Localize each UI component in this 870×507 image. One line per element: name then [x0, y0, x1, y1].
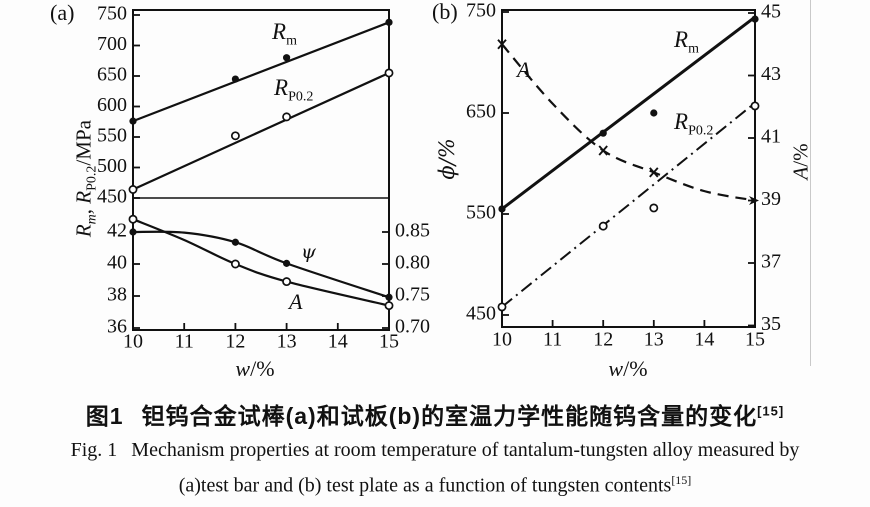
tick-label: 0.70: [395, 316, 430, 338]
tick-label: 650: [97, 64, 127, 86]
open-circle-marker: [750, 101, 760, 111]
chart-canvas: 750 700 650 600 550 500 450 42 40 38 36 0.85 0.80 0.7…: [97, 0, 781, 353]
open-circle-marker: [282, 112, 292, 122]
caption-en-reference: [15]: [671, 473, 692, 487]
tick-label: 15: [745, 329, 765, 351]
tick-label: 0.85: [395, 220, 430, 242]
curve-label-rp02-a: RP0.2: [274, 75, 314, 105]
tick-label: 600: [97, 94, 127, 116]
tick-label: 12: [593, 329, 613, 351]
panel-a-chart: 750 700 650 600 550 500 450 42 40 38 36 0.85 0.80 0.7…: [97, 3, 430, 353]
panel-b-x-axis-label: w/%: [608, 356, 648, 381]
filled-circle-marker: [650, 109, 658, 117]
rp02-symbol: R: [71, 190, 96, 204]
tick-label: 13: [277, 331, 297, 353]
open-circle-marker: [497, 302, 507, 312]
panel-a-x-axis-label: w/%: [235, 356, 275, 381]
filled-circle-marker: [385, 293, 393, 301]
panel-b-chart: 750 650 550 450 45 43 41 39 37 35 10 11 12 13 14 15: [466, 0, 781, 351]
tick-label: 39: [761, 188, 781, 210]
tick-label: 12: [225, 331, 245, 353]
filled-circle-marker: [283, 54, 291, 62]
tick-label: 10: [123, 331, 143, 353]
tick-label: 650: [466, 101, 496, 123]
open-circle-marker: [384, 301, 394, 311]
caption-chinese: 图1 钽钨合金试棒(a)和试板(b)的室温力学性能随钨含量的变化[15]: [85, 403, 785, 429]
open-circle-marker: [230, 259, 240, 269]
tick-label: 14: [694, 329, 714, 351]
caption-zh-reference: [15]: [757, 403, 785, 419]
open-circle-marker: [649, 203, 659, 213]
curve-label-a-elongation-b: A: [517, 57, 531, 82]
open-circle-marker: [230, 131, 240, 141]
tick-label: 36: [107, 316, 127, 338]
tick-label: 550: [97, 125, 127, 147]
filled-circle-marker: [498, 205, 506, 213]
tick-label: 45: [761, 1, 781, 23]
filled-circle-marker: [129, 228, 137, 236]
caption-zh-fig-number: 图1: [85, 403, 124, 429]
tick-label: 14: [328, 331, 348, 353]
caption-en-fig-number: Fig. 1: [70, 439, 118, 461]
tick-label: 15: [379, 331, 399, 353]
curve-label-a-elongation-a: A: [289, 289, 303, 314]
tick-label: 43: [761, 63, 781, 85]
open-circle-marker: [282, 277, 292, 287]
panel-a-tag: (a): [50, 0, 75, 25]
tick-label: 37: [761, 251, 781, 273]
tick-label: 700: [97, 33, 127, 55]
curve-label-rp02-b: RP0.2: [674, 109, 714, 139]
tick-label: 42: [107, 220, 127, 242]
filled-circle-marker: [129, 117, 137, 125]
tick-label: 0.75: [395, 284, 430, 306]
tick-label: 40: [107, 252, 127, 274]
filled-circle-marker: [231, 75, 239, 83]
tick-label: 11: [175, 331, 194, 353]
curve-label-rm-a: Rm: [272, 19, 297, 49]
panel-b-tag: (b): [432, 0, 458, 24]
arrow-marker: [749, 196, 759, 205]
tick-label: 38: [107, 284, 127, 306]
page-column-divider: [810, 0, 811, 366]
tick-label: 13: [644, 329, 664, 351]
filled-circle-marker: [231, 238, 239, 246]
caption-english-line1: Fig. 1 Mechanism properties at room tempe…: [70, 439, 800, 461]
filled-circle-marker: [599, 129, 607, 137]
rm-symbol: R: [71, 224, 96, 238]
tick-label: 35: [761, 313, 781, 335]
tick-label: 450: [466, 303, 496, 325]
tick-label: 550: [466, 202, 496, 224]
tick-label: 0.80: [395, 252, 430, 274]
open-circle-marker: [384, 68, 394, 78]
open-circle-marker: [128, 214, 138, 224]
panel-a-y-axis-label: Rm, RP0.2/MPa: [71, 120, 100, 238]
panel-b-left-axis-label: ϕ/%: [435, 138, 459, 180]
curve-label-rm-b: Rm: [674, 27, 699, 57]
tick-label: 750: [97, 3, 127, 25]
open-circle-marker: [598, 221, 608, 231]
tick-label: 11: [543, 329, 562, 351]
tick-label: 10: [492, 329, 512, 351]
tick-label: 41: [761, 126, 781, 148]
filled-circle-marker: [751, 15, 759, 23]
caption-english-line2: (a)test bar and (b) test plate as a func…: [178, 473, 692, 497]
curve-label-psi-a: ψ: [301, 241, 316, 263]
open-circle-marker: [128, 185, 138, 194]
filled-circle-marker: [283, 259, 291, 267]
tick-label: 750: [466, 0, 496, 22]
tick-label: 500: [97, 155, 127, 177]
tick-label: 450: [97, 186, 127, 208]
filled-circle-marker: [385, 18, 393, 26]
